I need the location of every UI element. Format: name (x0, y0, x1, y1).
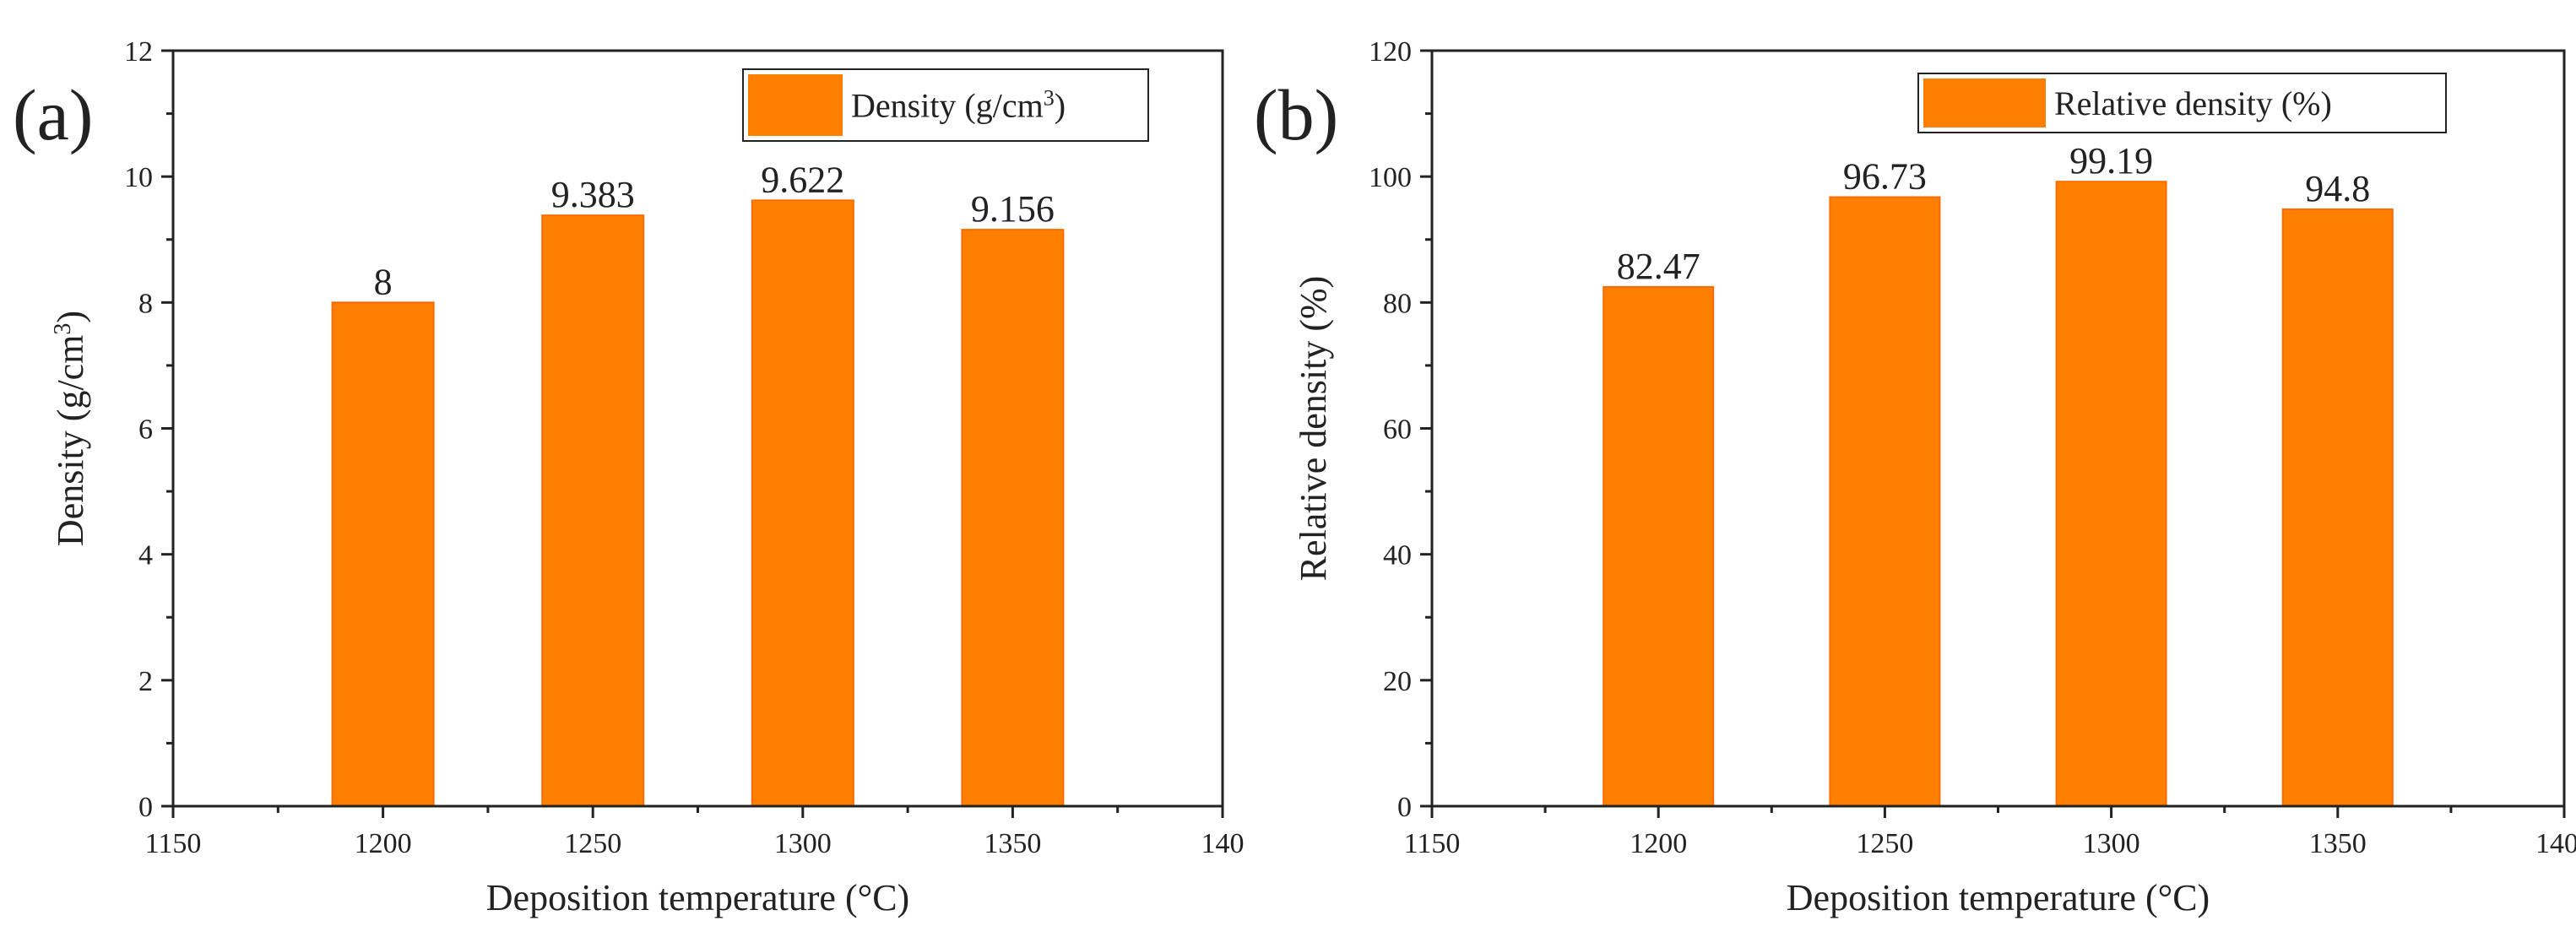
x-axis-title: Deposition temperature (°C) (486, 877, 909, 918)
x-tick-label: 1300 (774, 828, 832, 859)
y-tick-label: 8 (138, 288, 153, 319)
panel-label: (b) (1254, 74, 1338, 155)
y-axis-title: Relative density (%) (1293, 276, 1334, 582)
value-label-1350: 9.156 (971, 188, 1055, 230)
x-tick-label: 1350 (2309, 828, 2367, 859)
legend: Density (g/cm3) (742, 68, 1149, 142)
x-tick-label: 1250 (1856, 828, 1913, 859)
bar-1250 (1829, 196, 1941, 807)
y-tick-label: 40 (1383, 540, 1412, 571)
value-label-1250: 96.73 (1843, 156, 1927, 198)
panel-label: (a) (13, 74, 93, 155)
x-tick-label: 1350 (984, 828, 1041, 859)
x-axis-title: Deposition temperature (°C) (1787, 877, 2210, 918)
bar-1300 (2055, 181, 2167, 807)
legend-label: Density (g/cm3) (851, 85, 1066, 125)
legend: Relative density (%) (1917, 73, 2447, 133)
value-label-1200: 8 (374, 261, 393, 302)
value-label-1300: 99.19 (2069, 140, 2153, 181)
y-tick-label: 0 (1397, 792, 1412, 823)
plot-frame (1430, 49, 2566, 808)
bar-1350 (961, 229, 1065, 807)
bar-1350 (2281, 208, 2394, 807)
panel-a: (a) 8 9.383 9.622 9.156 1150 1200 1250 1300 1350 1… (13, 36, 1245, 918)
bar-1300 (751, 199, 854, 807)
value-label-1200: 82.47 (1617, 246, 1700, 287)
legend-swatch (1923, 79, 2046, 127)
x-tick-label: 1300 (2083, 828, 2140, 859)
y-tick-label: 100 (1369, 162, 1412, 193)
bar-1250 (541, 214, 645, 808)
y-tick-label: 4 (138, 540, 153, 571)
plot-frame (171, 49, 1224, 808)
x-tick-label: 1150 (145, 828, 202, 859)
x-tick-label: 1200 (1630, 828, 1687, 859)
y-tick-label: 12 (124, 36, 153, 68)
y-tick-label: 80 (1383, 288, 1412, 319)
y-tick-label: 10 (124, 162, 153, 193)
value-label-1350: 94.8 (2305, 168, 2370, 209)
x-tick-label: 1200 (355, 828, 412, 859)
value-label-1250: 9.383 (551, 174, 635, 215)
x-tick-label: 1150 (1404, 828, 1461, 859)
legend-swatch (748, 74, 843, 136)
y-tick-label: 0 (138, 792, 153, 823)
bar-1200 (1603, 285, 1715, 807)
y-tick-label: 60 (1383, 414, 1412, 446)
legend-label: Relative density (%) (2054, 84, 2332, 122)
x-tick-label: 1250 (564, 828, 621, 859)
y-tick-label: 6 (138, 414, 153, 446)
x-tick-label: 140 (1201, 828, 1245, 859)
value-label-1300: 9.622 (761, 159, 844, 200)
y-tick-label: 2 (138, 666, 153, 697)
bar-1200 (331, 301, 435, 808)
y-axis-title: Density (g/cm3) (50, 311, 92, 546)
y-tick-label: 20 (1383, 666, 1412, 697)
y-tick-label: 120 (1369, 36, 1412, 68)
